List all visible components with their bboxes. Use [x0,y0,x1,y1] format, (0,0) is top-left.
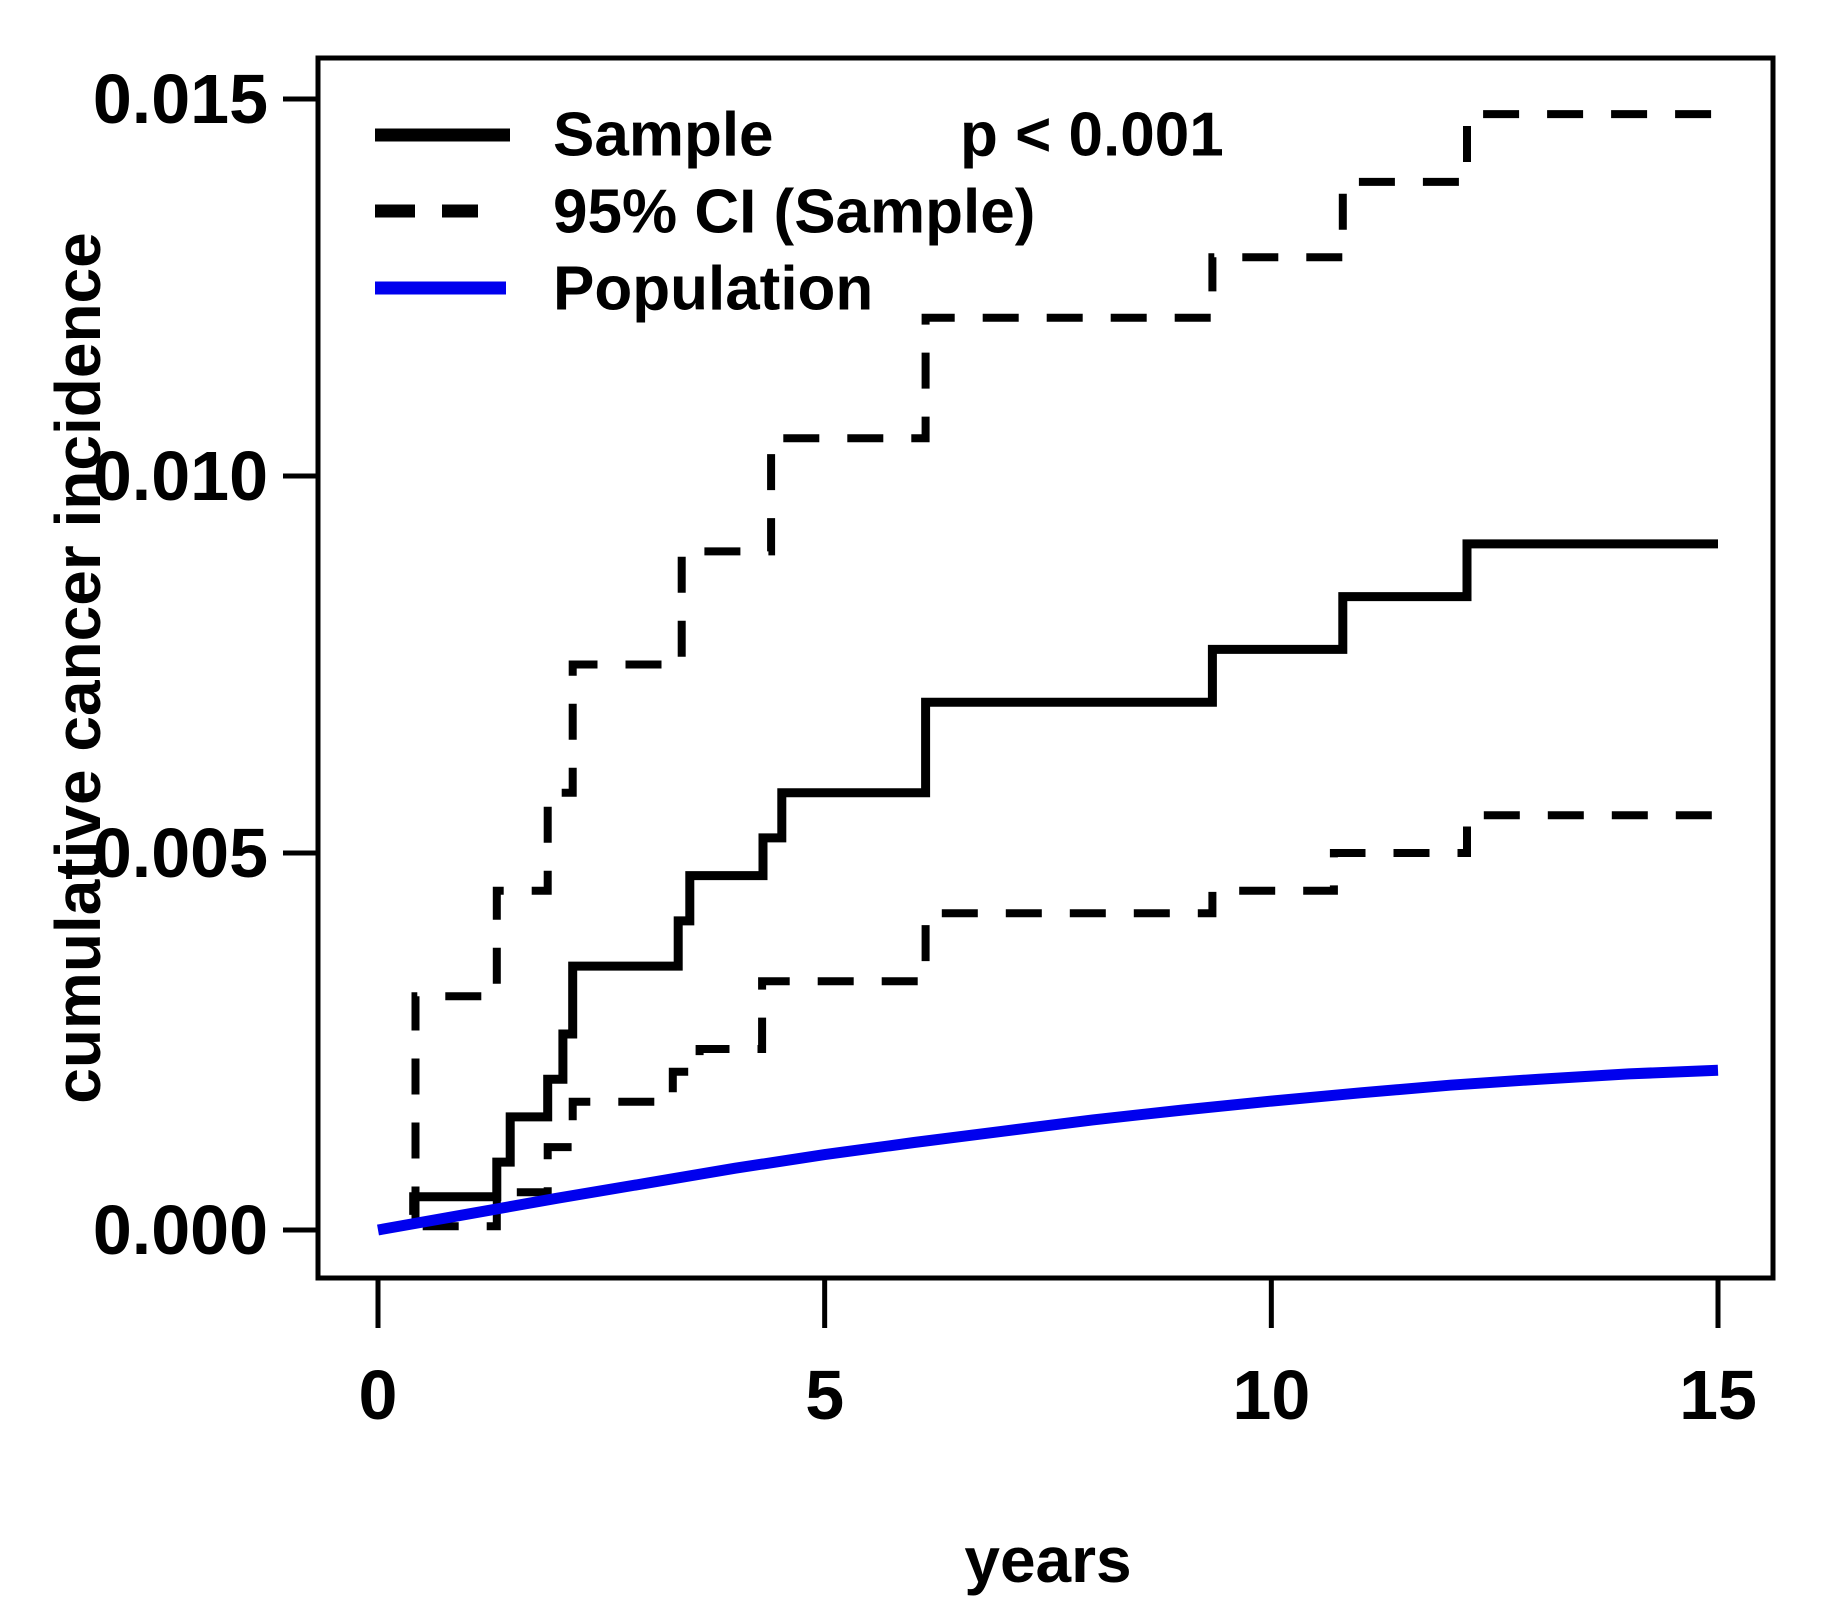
x-tick-label-3: 15 [1679,1356,1757,1434]
sample-curve [409,539,1718,1215]
y-tick-label-1: 0.005 [93,814,268,892]
legend: Sample p < 0.001 95% CI (Sample) Populat… [375,101,1224,324]
95-ci-upper-sample-curve [411,110,1718,1223]
legend-ci-label: 95% CI (Sample) [553,178,1035,247]
population-curve [377,1064,1719,1236]
legend-sample-label: Sample [553,101,774,170]
y-tick-label-0: 0.000 [93,1191,268,1269]
legend-population-label: Population [553,255,873,324]
x-axis-title: years [964,1524,1131,1596]
plot-border [315,55,1776,1281]
y-tick-label-2: 0.010 [93,437,268,515]
data-series [377,110,1719,1236]
y-axis-title: cumulative cancer incidence [42,232,114,1104]
y-tick-label-3: 0.015 [93,60,268,138]
legend-pvalue-label: p < 0.001 [960,101,1224,170]
x-tick-label-0: 0 [359,1356,398,1434]
x-tick-label-2: 10 [1232,1356,1310,1434]
x-tick-label-1: 5 [805,1356,844,1434]
95-ci-lower-sample-curve [422,811,1718,1231]
axis-ticks: 0.000 0.005 0.010 0.015 0 5 10 15 [93,60,1757,1434]
